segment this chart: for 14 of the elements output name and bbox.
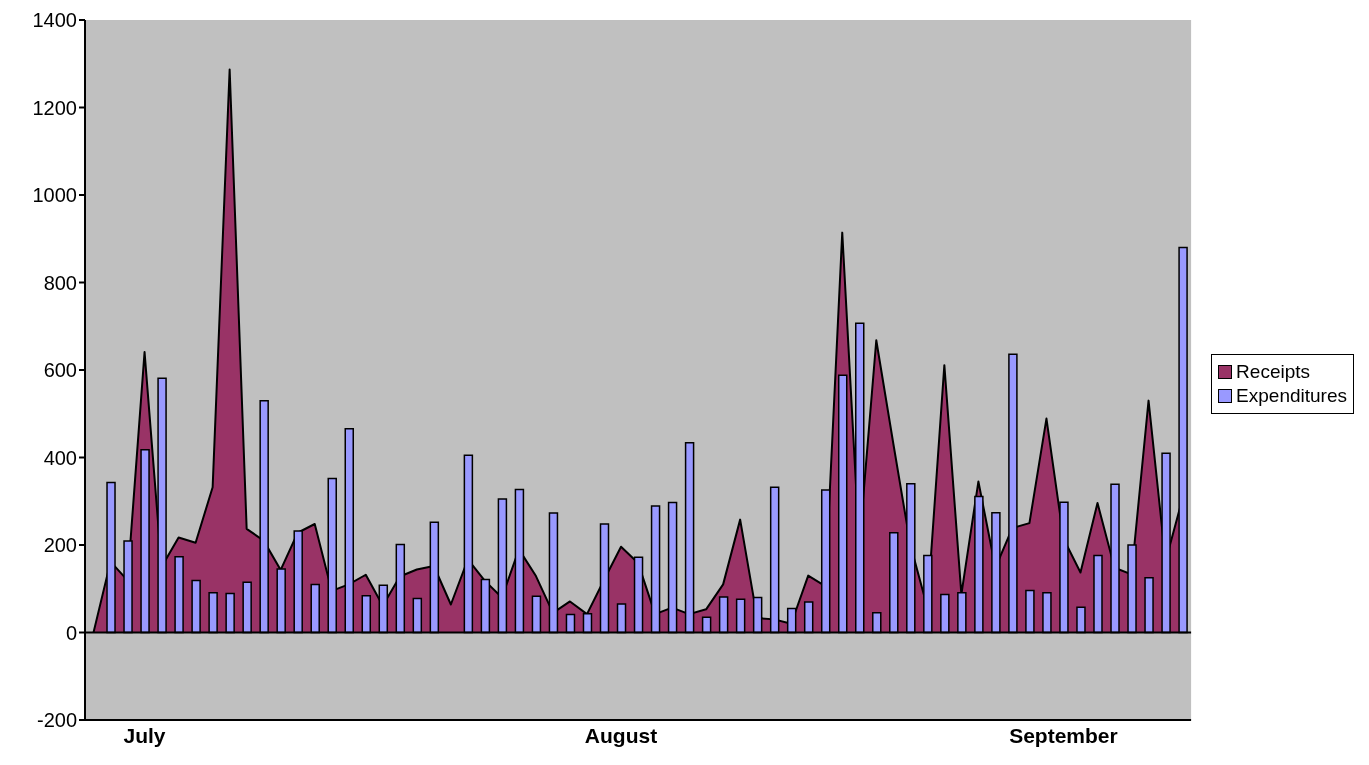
x-tick-label: July	[123, 723, 166, 747]
y-tick-label: 1400	[32, 9, 77, 32]
y-tick-label: 1200	[32, 96, 77, 119]
y-tick-label: -200	[36, 709, 77, 732]
y-tick-label: 600	[43, 359, 77, 382]
y-tick-label: 400	[43, 446, 77, 469]
y-tick-label: 1000	[32, 184, 77, 207]
x-tick-label: September	[1009, 723, 1118, 747]
legend-label: Expenditures	[1236, 385, 1347, 407]
x-tick-label: August	[584, 723, 658, 747]
y-tick-label: 200	[43, 534, 77, 557]
y-tick-label: 800	[43, 271, 77, 294]
y-tick-label: 0	[65, 621, 77, 644]
legend-label: Receipts	[1236, 361, 1311, 383]
